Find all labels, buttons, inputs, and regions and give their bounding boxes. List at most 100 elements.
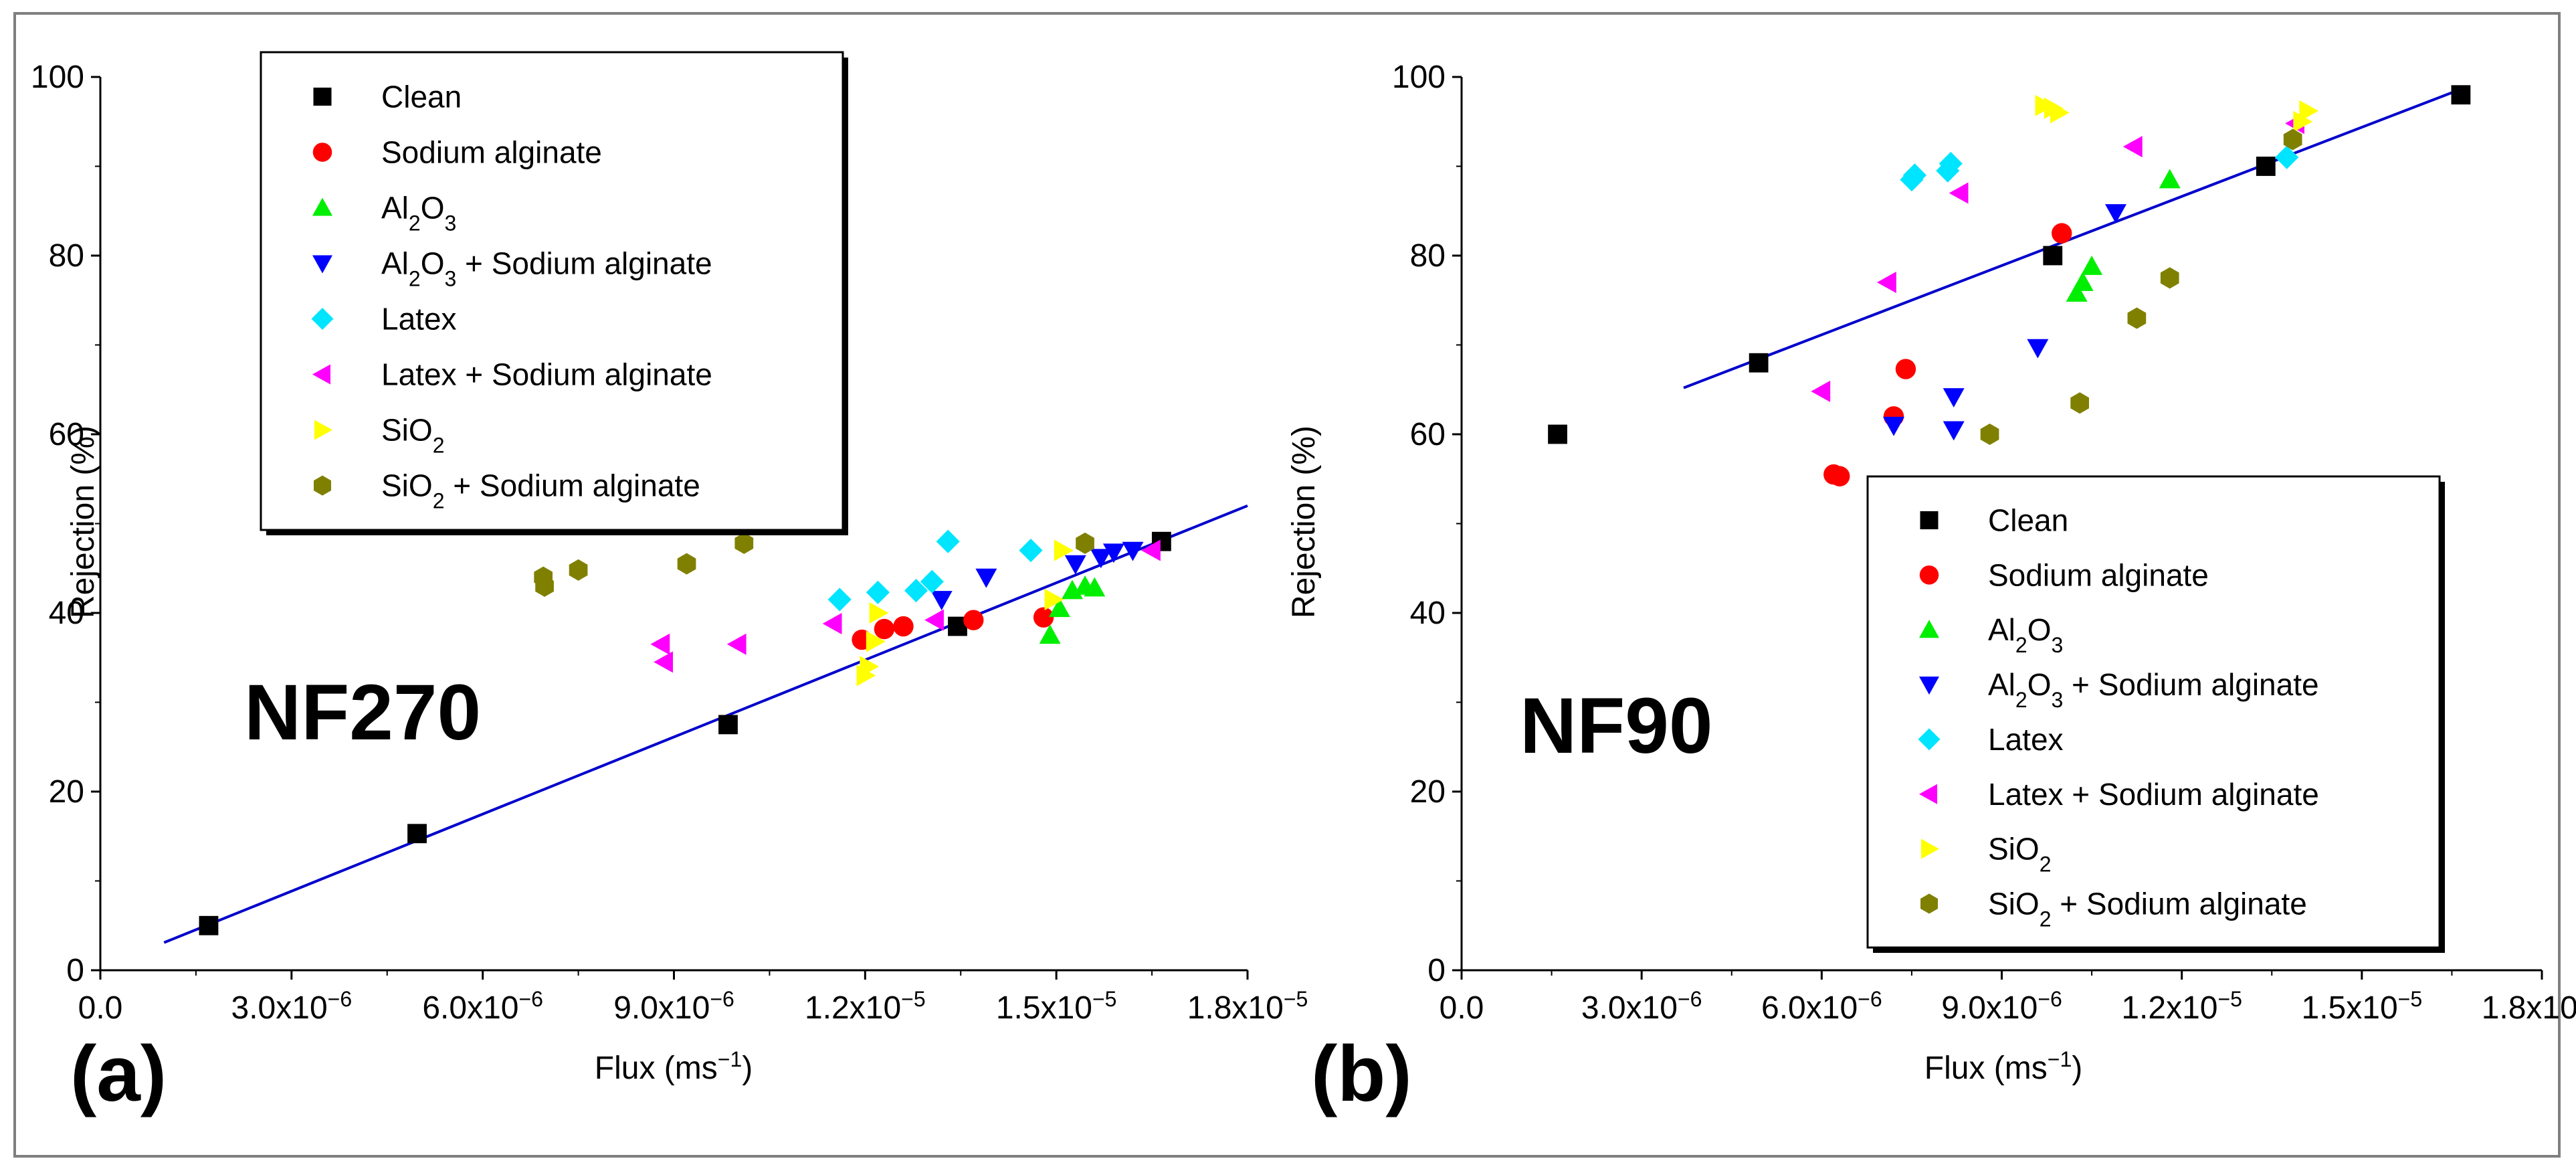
panel-b-series-sio2-plus-sodium-alginate [1980,128,2302,445]
panel-a-panel-label: (a) [70,1030,167,1118]
panel-b-legend-entry: Latex [1988,722,2064,757]
panel-a-x-tick-label: 6.0x10−6 [422,987,543,1026]
panel-b-series-al2o3 [2066,169,2181,302]
panel-a-point-latex-plus-sodium-alginate [654,651,674,673]
panel-a-point-al2o3 [1084,577,1106,597]
panel-a-point-sio2 [860,656,880,678]
panel-b-legend: Clean Sodium alginate Al2O3 Al2O3 + Sodium … [1866,475,2445,953]
panel-a-series-sodium-alginate [852,607,1054,650]
panel-a-point-al2o3-plus-sodium-alginate [975,568,997,588]
panel-b-point-latex-plus-sodium-alginate [2122,136,2143,158]
panel-b-point-latex-plus-sodium-alginate [1811,380,1831,402]
panel-a-point-latex-plus-sodium-alginate [1141,539,1161,561]
panel-a-y-tick-label: 20 [49,774,84,810]
panel-b-legend-marker [1921,838,1939,859]
panel-b-series-sio2 [2035,94,2319,132]
panel-a-legend-marker [311,308,334,331]
panel-a-legend-entry: Latex [381,302,457,337]
panel-b-series-latex [1900,145,2299,192]
panel-b-point-al2o3 [2072,272,2094,291]
panel-b-legend-marker [1919,620,1939,638]
panel-a-series-clean [199,531,1171,935]
panel-b-legend-marker [1919,676,1939,695]
panel-a-point-al2o3 [1039,624,1061,644]
panel-a-legend-box [260,51,844,531]
panel-b-point-sio2 [2299,100,2319,122]
panel-a-legend-entry: SiO2 + Sodium alginate [381,468,700,513]
panel-a-point-sio2-plus-sodium-alginate [535,575,554,597]
panel-a-legend-marker [312,143,332,162]
panel-b-point-al2o3 [2159,169,2181,189]
panel-a-y-tick-label: 40 [49,596,84,631]
panel-a-point-clean [407,824,427,844]
panel-b-point-al2o3-plus-sodium-alginate [2027,339,2049,359]
panel-b-series-al2o3-plus-sodium-alginate [1883,204,2126,441]
panel-b-x-tick-label: 3.0x10−6 [1581,987,1702,1026]
panel-b-legend-marker [1918,728,1941,751]
panel-b-x-tick-label: 0.0 [1440,990,1484,1026]
panel-b-y-tick-label: 20 [1410,774,1446,810]
panel-a-point-latex [936,529,960,553]
panel-b-point-clean [2043,246,2063,266]
panel-a-chart: 0 20 40 60 80 100 0.0 3.0x10−6 6.0x10−6 9.0x10−6 1… [31,51,1308,1118]
panel-b-point-latex-plus-sodium-alginate [1877,272,1896,294]
panel-b-y-tick-label: 40 [1410,596,1446,631]
panel-a-x-axis-title: Flux (ms−1) [595,1047,753,1086]
panel-b-point-sio2-plus-sodium-alginate [2127,307,2147,329]
panel-a-point-sodium-alginate [963,610,984,630]
panel-b-x-tick-label: 6.0x10−6 [1761,987,1882,1026]
panel-a-legend-entry: Sodium alginate [381,134,602,169]
panel-b-x-tick-label: 1.8x10−5 [2482,987,2576,1026]
panel-b-point-clean [1749,353,1769,373]
panel-a-y-tick-label: 100 [31,60,84,95]
panel-a-series-latex-plus-sodium-alginate [650,539,1161,673]
panel-b-point-sio2-plus-sodium-alginate [2283,128,2302,151]
panel-a-point-sodium-alginate [1033,607,1054,628]
panel-a-x-tick-label: 9.0x10−6 [613,987,734,1026]
panel-b-membrane-label: NF90 [1520,682,1713,770]
panel-a-series-sio2-plus-sodium-alginate [534,532,1094,597]
panel-a-legend-entry: Latex + Sodium alginate [381,357,712,392]
panel-a-series-latex [827,529,1043,612]
panel-a-legend: Clean Sodium alginate Al2O3 Al2O3 + Sodium … [260,51,848,535]
panel-a-point-latex [866,580,890,604]
panel-a-x-tick-label: 1.5x10−5 [996,987,1117,1026]
panel-a-legend-entry: Al2O3 + Sodium alginate [381,246,712,290]
panel-b-legend-entry: Al2O3 + Sodium alginate [1988,667,2319,712]
panel-a-legend-entry: Clean [381,79,462,114]
panel-a-point-sio2-plus-sodium-alginate [677,553,696,575]
panel-a-point-sio2 [866,630,886,652]
panel-a-point-latex-plus-sodium-alginate [726,633,747,655]
panel-a-point-latex [1019,538,1043,563]
panel-a-point-sio2-plus-sodium-alginate [734,532,754,554]
panel-b-legend-entry: Latex + Sodium alginate [1988,777,2319,812]
panel-b-point-al2o3-plus-sodium-alginate [1883,416,1904,436]
panel-a-point-latex [920,569,944,594]
panel-b-point-sodium-alginate [1829,466,1850,486]
panel-a-series-al2o3-plus-sodium-alginate [930,541,1144,610]
panel-b-point-al2o3-plus-sodium-alginate [2104,204,2126,223]
panel-a-point-clean [199,915,219,935]
panel-a-y-tick-label: 0 [66,953,84,988]
panel-a-y-tick-label: 60 [49,417,84,452]
panel-a-point-latex-plus-sodium-alginate [650,633,670,655]
panel-a-series-sio2 [856,539,1074,687]
panel-a-series-al2o3 [1039,575,1106,644]
panel-a-legend-marker [312,364,330,385]
panel-a-point-sodium-alginate [874,618,895,640]
panel-b-y-tick-label: 60 [1410,417,1446,452]
panel-b-point-al2o3-plus-sodium-alginate [1943,388,1965,408]
panel-b-fit-line [1683,89,2459,389]
panel-b-point-clean [1548,424,1567,444]
panel-a-legend-entry: SiO2 [381,413,444,458]
panel-a-point-sio2-plus-sodium-alginate [569,559,588,581]
panel-b-series-clean [1548,85,2471,444]
panel-a-point-latex-plus-sodium-alginate [924,609,944,631]
panel-a-point-sodium-alginate [893,616,914,637]
panel-a-point-latex [827,588,852,612]
panel-a-x-tick-label: 1.8x10−5 [1187,987,1308,1026]
panel-a-legend-marker [312,197,332,216]
panel-b-panel-label: (b) [1311,1030,1412,1118]
panel-a-legend-marker [313,87,332,106]
panel-b-point-clean [2451,85,2471,105]
